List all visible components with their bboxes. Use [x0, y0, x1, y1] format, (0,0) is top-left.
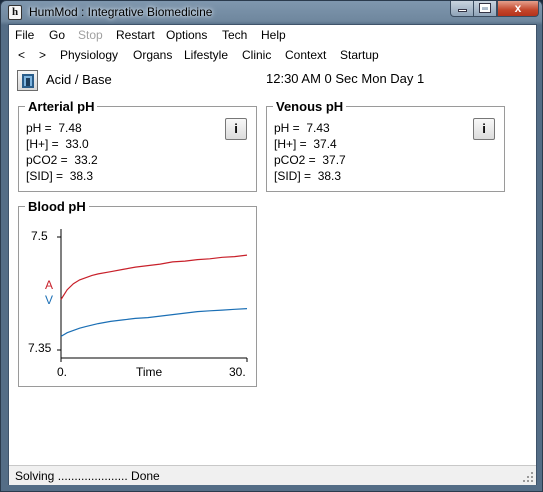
status-text: Solving ..................... Done	[15, 469, 160, 483]
y-tick-label-bottom: 7.35	[28, 341, 52, 355]
x-axis-label: Time	[136, 365, 163, 379]
menu-go[interactable]: Go	[49, 28, 66, 42]
series-line-a	[60, 254, 248, 300]
nav-forward-button[interactable]: >	[39, 48, 47, 62]
nav-physiology[interactable]: Physiology	[60, 48, 119, 62]
venous-pco2-row: pCO2 = 37.7	[274, 153, 346, 167]
venous-h-label: [H+] =	[274, 137, 307, 151]
arterial-ph-title: Arterial pH	[25, 99, 98, 114]
maximize-button[interactable]	[473, 1, 497, 17]
arterial-sid-value: 38.3	[69, 169, 94, 183]
close-button[interactable]: x	[497, 1, 539, 17]
nav-lifestyle[interactable]: Lifestyle	[184, 48, 229, 62]
x-tick-label-end: 30.	[229, 365, 246, 379]
menu-help[interactable]: Help	[261, 28, 286, 42]
venous-sid-label: [SID] =	[274, 169, 312, 183]
arterial-pco2-row: pCO2 = 33.2	[26, 153, 98, 167]
beaker-icon[interactable]	[17, 70, 38, 91]
venous-h-row: [H+] = 37.4	[274, 137, 337, 151]
arterial-ph-row: pH = 7.48	[26, 121, 82, 135]
arterial-h-label: [H+] =	[26, 137, 59, 151]
venous-ph-group: Venous pH pH = 7.43 [H+] = 37.4 pCO2 = 3…	[266, 99, 505, 192]
menu-restart[interactable]: Restart	[116, 28, 155, 42]
venous-sid-value: 38.3	[317, 169, 342, 183]
menu-tech[interactable]: Tech	[222, 28, 248, 42]
window-title: HumMod : Integrative Biomedicine	[29, 5, 213, 19]
blood-ph-title: Blood pH	[25, 199, 89, 214]
series-a-label: A	[45, 278, 53, 292]
nav-clinic[interactable]: Clinic	[242, 48, 272, 62]
arterial-h-row: [H+] = 33.0	[26, 137, 89, 151]
client-area: File Go Stop Restart Options Tech Help <…	[8, 24, 537, 485]
venous-ph-row: pH = 7.43	[274, 121, 330, 135]
nav-context[interactable]: Context	[285, 48, 327, 62]
venous-pco2-value: 37.7	[322, 153, 346, 167]
series-v-label: V	[45, 293, 53, 307]
arterial-pco2-label: pCO2 =	[26, 153, 68, 167]
arterial-sid-label: [SID] =	[26, 169, 64, 183]
venous-ph-title: Venous pH	[273, 99, 347, 114]
arterial-info-button[interactable]: i	[225, 118, 247, 140]
app-logo-icon[interactable]: h	[8, 5, 22, 20]
series-line-v	[60, 308, 248, 337]
blood-ph-chart: 7.5 7.35 0. 30. Time A V	[28, 229, 248, 379]
arterial-sid-row: [SID] = 38.3	[26, 169, 93, 183]
arterial-h-value: 33.0	[65, 137, 89, 151]
arterial-ph-label: pH =	[26, 121, 52, 135]
x-tick-label-start: 0.	[57, 365, 67, 379]
menu-stop[interactable]: Stop	[78, 28, 103, 42]
arterial-pco2-value: 33.2	[74, 153, 98, 167]
blood-ph-group: Blood pH 7.5 7.35 0. 30. Time A V	[18, 199, 257, 387]
nav-back-button[interactable]: <	[18, 48, 26, 62]
close-icon: x	[514, 1, 522, 15]
y-tick-label-top: 7.5	[31, 229, 48, 243]
venous-h-value: 37.4	[313, 137, 337, 151]
title-bar[interactable]: h HumMod : Integrative Biomedicine x	[1, 1, 542, 25]
venous-ph-label: pH =	[274, 121, 300, 135]
arterial-ph-value: 7.48	[58, 121, 82, 135]
panel-title: Acid / Base	[46, 72, 112, 87]
simulation-clock: 12:30 AM 0 Sec Mon Day 1	[266, 71, 425, 86]
venous-sid-row: [SID] = 38.3	[274, 169, 341, 183]
venous-ph-value: 7.43	[306, 121, 330, 135]
resize-grip-icon[interactable]	[522, 471, 534, 483]
nav-startup[interactable]: Startup	[340, 48, 379, 62]
status-bar: Solving ..................... Done	[9, 465, 536, 485]
arterial-ph-group: Arterial pH pH = 7.48 [H+] = 33.0 pCO2 =…	[18, 99, 257, 192]
minimize-icon	[457, 9, 467, 12]
menu-file[interactable]: File	[15, 28, 35, 42]
nav-organs[interactable]: Organs	[133, 48, 173, 62]
venous-pco2-label: pCO2 =	[274, 153, 316, 167]
venous-info-button[interactable]: i	[473, 118, 495, 140]
navigation-bar: < > Physiology Organs Lifestyle Clinic C…	[9, 45, 536, 63]
menu-options[interactable]: Options	[166, 28, 208, 42]
maximize-icon	[480, 4, 490, 12]
menu-bar: File Go Stop Restart Options Tech Help	[9, 25, 536, 45]
minimize-button[interactable]	[450, 1, 474, 17]
